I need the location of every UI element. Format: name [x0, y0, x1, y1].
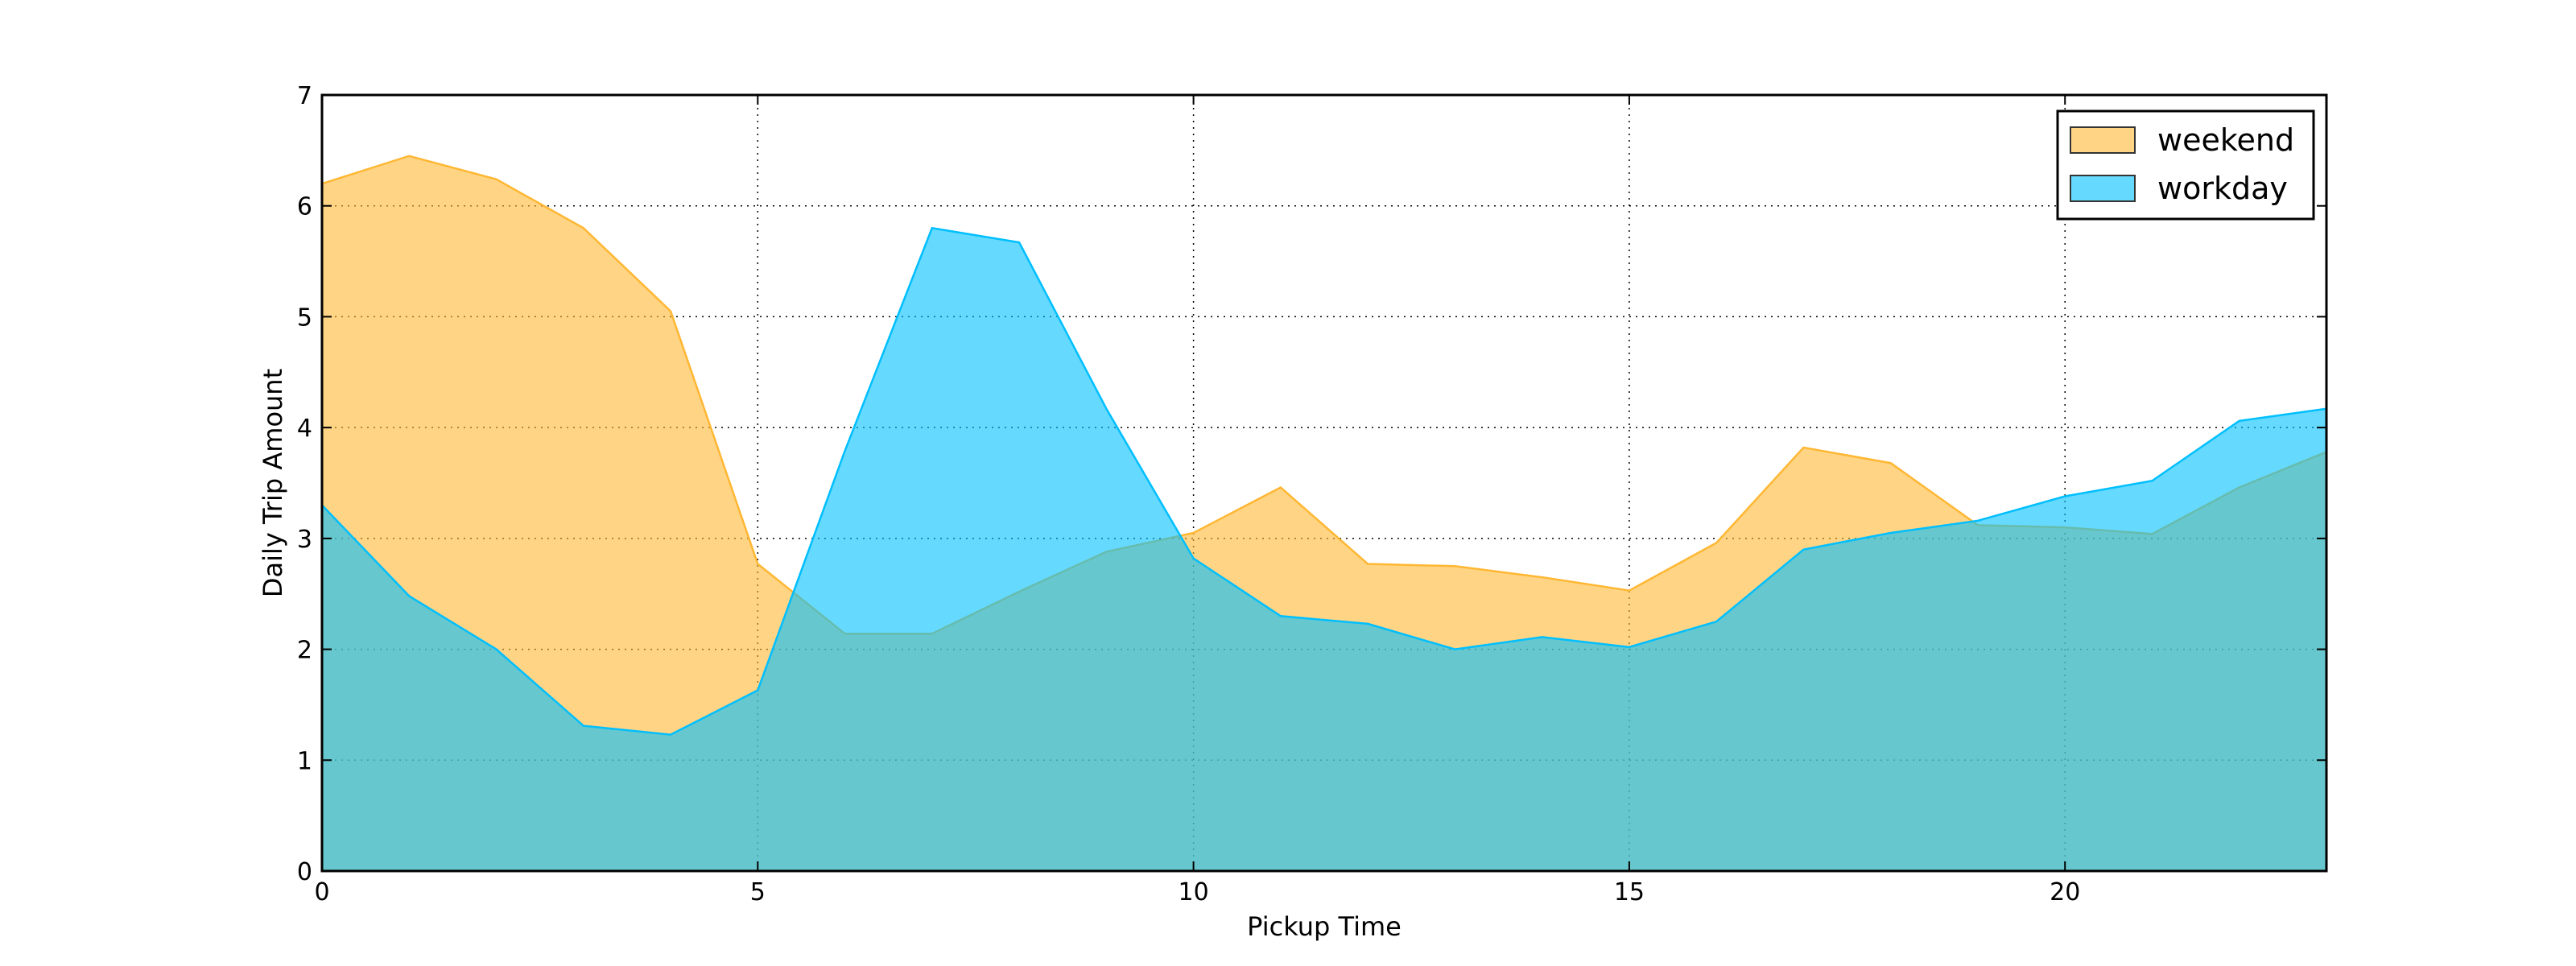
area-workday	[322, 228, 2326, 871]
legend: weekend workday	[2056, 109, 2315, 221]
x-tick-label: 20	[2050, 878, 2080, 906]
y-tick-label: 0	[297, 858, 312, 886]
line-workday	[321, 226, 2327, 736]
y-tick-label: 2	[297, 637, 312, 665]
grid	[322, 95, 2326, 871]
y-tick-label: 3	[297, 526, 312, 554]
axis-ticks: 0 5 10 15 20 0 1 2 3 4 5 6 7	[297, 82, 2326, 906]
y-tick-label: 1	[297, 747, 312, 775]
y-tick-label: 4	[297, 415, 312, 443]
legend-label-weekend: weekend	[2157, 122, 2294, 158]
plot-areas	[321, 155, 2327, 871]
y-tick-label: 6	[297, 193, 312, 221]
y-tick-label: 5	[297, 303, 312, 332]
plot-frame	[320, 93, 2328, 873]
x-tick-label: 5	[750, 878, 766, 906]
y-tick-label: 7	[297, 82, 312, 110]
legend-swatch-workday	[2070, 175, 2136, 202]
y-axis-label: Daily Trip Amount	[258, 369, 288, 597]
x-tick-label: 0	[314, 878, 329, 906]
legend-label-workday: workday	[2157, 171, 2288, 206]
x-axis-label: Pickup Time	[1247, 911, 1402, 942]
x-tick-label: 10	[1179, 878, 1209, 906]
x-tick-label: 15	[1614, 878, 1645, 906]
legend-swatch-weekend	[2070, 126, 2136, 154]
